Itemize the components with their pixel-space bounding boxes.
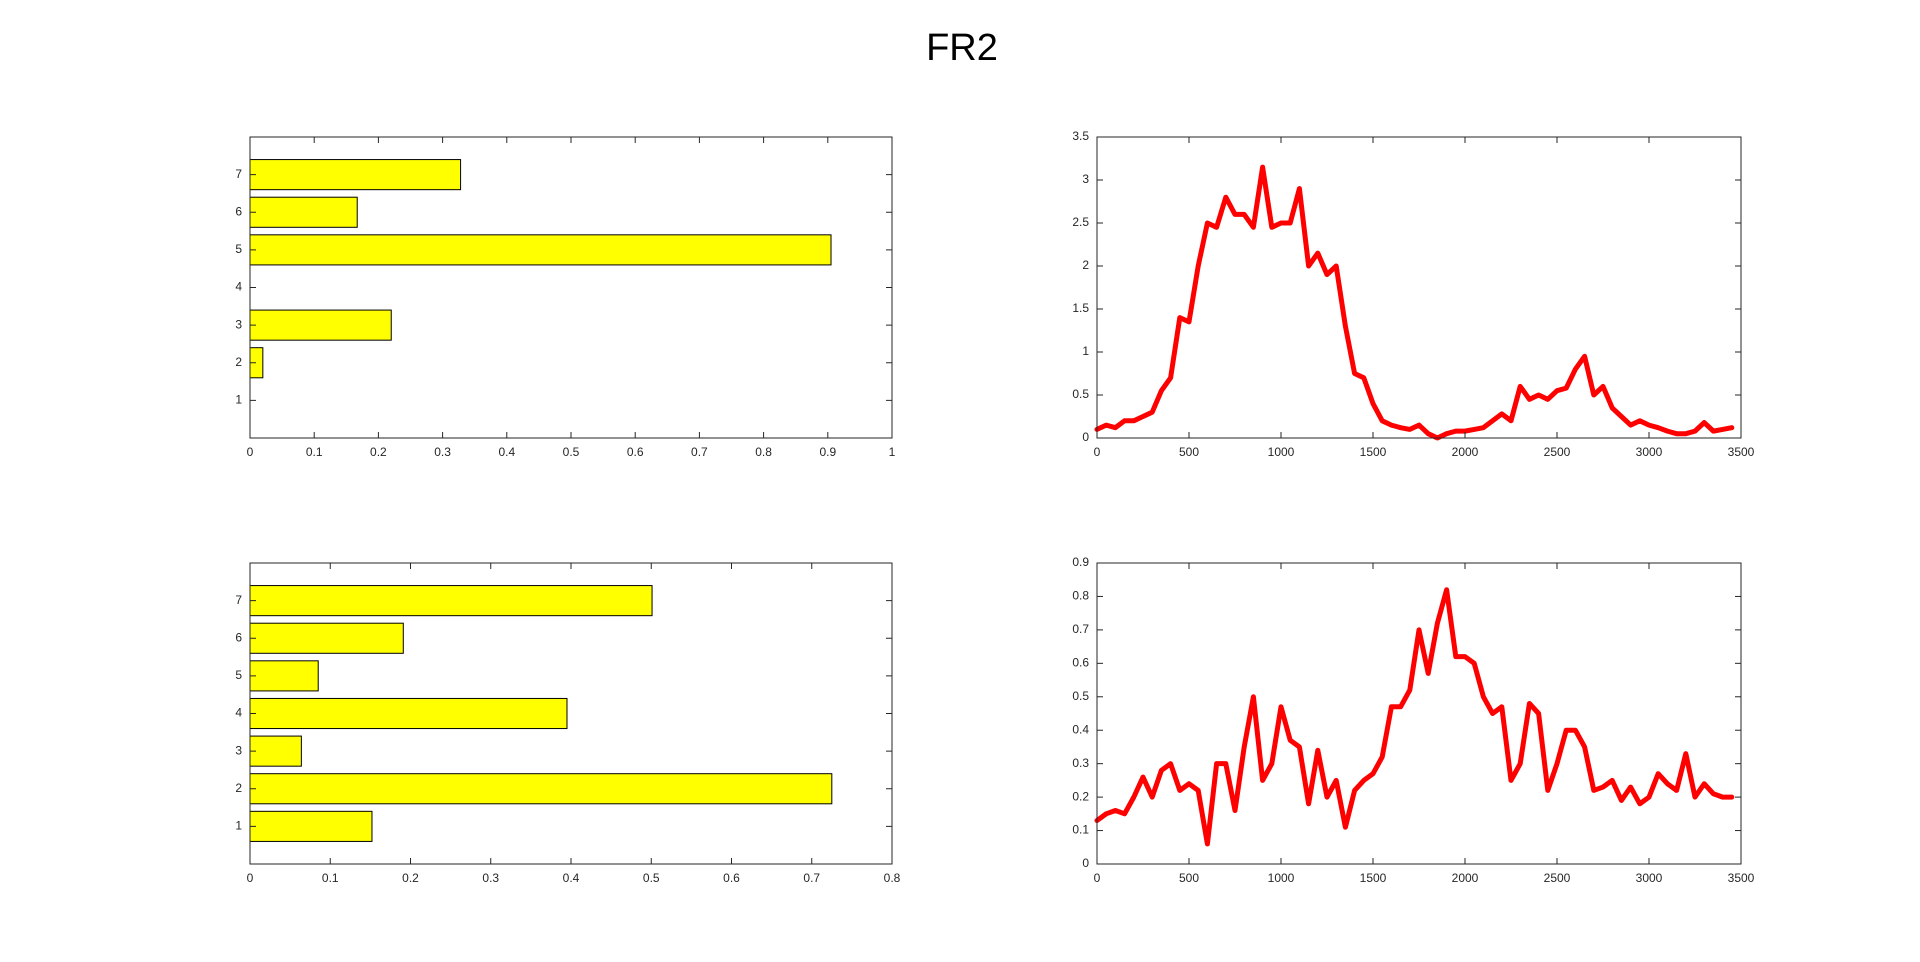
x-tick-label: 3000: [1636, 445, 1663, 459]
x-tick-label: 2000: [1452, 871, 1479, 885]
x-tick-label: 0.3: [482, 871, 499, 885]
y-tick-label: 1.5: [1072, 301, 1089, 315]
x-tick-label: 3000: [1636, 871, 1663, 885]
y-tick-label: 3.5: [1072, 129, 1089, 143]
x-tick-label: 0.6: [723, 871, 740, 885]
x-tick-label: 0: [1094, 871, 1101, 885]
x-tick-label: 0.8: [884, 871, 901, 885]
x-tick-label: 0.8: [755, 445, 772, 459]
x-tick-label: 0.2: [370, 445, 387, 459]
axes-box: [1096, 136, 1742, 439]
y-tick-label: 1: [235, 393, 242, 407]
x-tick-label: 1000: [1268, 871, 1295, 885]
y-tick-label: 0.6: [1072, 656, 1089, 670]
x-tick-label: 0.6: [627, 445, 644, 459]
y-tick-label: 2: [235, 781, 242, 795]
figure-title: FR2: [926, 27, 998, 69]
bar: [249, 735, 302, 767]
x-tick-label: 0: [247, 445, 254, 459]
x-tick-label: 0: [1094, 445, 1101, 459]
x-tick-label: 0.7: [691, 445, 708, 459]
x-tick-label: 1500: [1360, 871, 1387, 885]
bar: [249, 196, 358, 228]
y-tick-label: 5: [235, 668, 242, 682]
y-tick-label: 0.2: [1072, 789, 1089, 803]
y-tick-label: 7: [235, 167, 242, 181]
x-tick-label: 0.4: [498, 445, 515, 459]
x-tick-label: 3500: [1728, 445, 1755, 459]
x-tick-label: 500: [1179, 445, 1199, 459]
bar: [249, 234, 832, 266]
y-tick-label: 0.7: [1072, 622, 1089, 636]
x-tick-label: 0.5: [643, 871, 660, 885]
y-tick-label: 2: [235, 355, 242, 369]
y-tick-label: 2.5: [1072, 215, 1089, 229]
y-tick-label: 6: [235, 630, 242, 644]
y-tick-label: 1: [235, 819, 242, 833]
y-tick-label: 5: [235, 242, 242, 256]
bar: [249, 159, 462, 191]
y-tick-label: 0: [1082, 430, 1089, 444]
y-tick-label: 6: [235, 204, 242, 218]
x-tick-label: 0.1: [322, 871, 339, 885]
bar: [249, 622, 404, 654]
x-tick-label: 0.3: [434, 445, 451, 459]
x-tick-label: 0.7: [803, 871, 820, 885]
y-tick-label: 0.1: [1072, 823, 1089, 837]
x-tick-label: 0.1: [306, 445, 323, 459]
x-tick-label: 0.2: [402, 871, 419, 885]
bar: [249, 660, 319, 692]
x-tick-label: 1: [889, 445, 896, 459]
y-tick-label: 4: [235, 280, 242, 294]
x-tick-label: 1500: [1360, 445, 1387, 459]
y-tick-label: 3: [235, 743, 242, 757]
y-tick-label: 0.4: [1072, 722, 1089, 736]
bar: [249, 773, 833, 805]
bar: [249, 309, 392, 341]
x-tick-label: 0.5: [563, 445, 580, 459]
x-tick-label: 0: [247, 871, 254, 885]
axes-background: [1097, 563, 1741, 864]
y-tick-label: 0: [1082, 856, 1089, 870]
y-tick-label: 1: [1082, 344, 1089, 358]
x-tick-label: 0.9: [819, 445, 836, 459]
bar: [249, 585, 653, 617]
axes-background: [1097, 137, 1741, 438]
y-tick-label: 3: [235, 317, 242, 331]
y-tick-label: 0.5: [1072, 689, 1089, 703]
data-line: [1094, 164, 1735, 441]
y-tick-label: 2: [1082, 258, 1089, 272]
axes-box: [1096, 562, 1742, 865]
x-tick-label: 500: [1179, 871, 1199, 885]
x-tick-label: 2000: [1452, 445, 1479, 459]
y-tick-label: 4: [235, 706, 242, 720]
x-tick-label: 0.4: [563, 871, 580, 885]
y-tick-label: 0.8: [1072, 589, 1089, 603]
y-tick-label: 3: [1082, 172, 1089, 186]
y-tick-label: 0.9: [1072, 555, 1089, 569]
x-tick-label: 2500: [1544, 445, 1571, 459]
x-tick-label: 1000: [1268, 445, 1295, 459]
bar: [249, 697, 568, 730]
x-tick-label: 2500: [1544, 871, 1571, 885]
x-tick-label: 3500: [1728, 871, 1755, 885]
bar: [249, 810, 373, 842]
y-tick-label: 7: [235, 593, 242, 607]
data-line: [1094, 587, 1735, 847]
y-tick-label: 0.5: [1072, 387, 1089, 401]
y-tick-label: 0.3: [1072, 756, 1089, 770]
